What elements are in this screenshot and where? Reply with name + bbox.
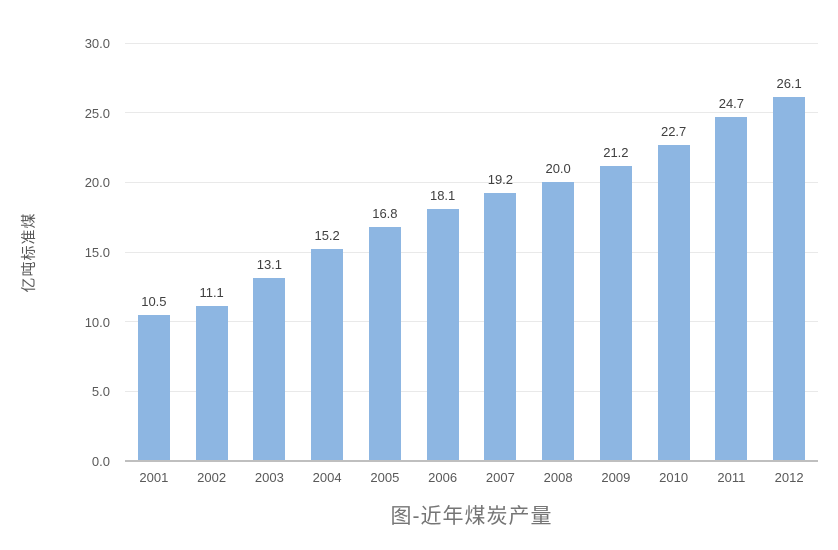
- gridline: [125, 251, 818, 253]
- x-tick-label: 2007: [485, 470, 515, 485]
- chart-title: 图-近年煤炭产量: [390, 505, 553, 528]
- gridline: [125, 112, 818, 114]
- bar-value-label: 22.7: [660, 123, 687, 139]
- bar: [426, 208, 459, 461]
- bar-value-label: 16.8: [372, 205, 398, 221]
- x-tick-label: 2003: [254, 470, 284, 485]
- bar: [542, 182, 575, 461]
- y-tick-label: 15.0: [84, 245, 110, 260]
- gridline: [125, 181, 818, 183]
- bar-value-label: 20.0: [545, 161, 571, 177]
- bar: [599, 165, 632, 461]
- bar: [195, 306, 228, 461]
- bar-value-label: 15.2: [314, 228, 340, 244]
- y-tick-label: 10.0: [84, 314, 110, 330]
- bar: [368, 226, 401, 461]
- bar-value-label: 19.2: [487, 172, 514, 188]
- plot-area: 10.5 11.1 13.1 15.2 16.8 18.1 19.2 20.0 21.2 22.7…: [125, 42, 818, 461]
- x-tick-label: 2010: [659, 470, 689, 485]
- y-tick-label: 30.0: [84, 36, 110, 51]
- x-axis-line: [125, 460, 818, 462]
- x-tick-label: 2004: [312, 470, 342, 485]
- bar-value-label: 26.1: [776, 76, 802, 92]
- x-tick-label: 2001: [139, 470, 169, 485]
- bar: [253, 278, 286, 461]
- y-tick-label: 5.0: [91, 384, 110, 400]
- x-tick-label: 2002: [197, 470, 227, 485]
- bar: [715, 116, 748, 461]
- bar: [484, 193, 517, 461]
- bar: [137, 314, 170, 461]
- gridline: [125, 321, 818, 323]
- x-tick-label: 2006: [428, 470, 458, 485]
- y-axis-title: 亿吨标准煤: [20, 212, 38, 293]
- bar-value-label: 13.1: [256, 257, 283, 273]
- bar-value-label: 21.2: [603, 144, 629, 160]
- gridline: [125, 42, 818, 44]
- bar-value-label: 24.7: [718, 95, 745, 111]
- bar: [773, 97, 806, 461]
- y-tick-label: 20.0: [84, 175, 110, 191]
- y-tick-label: 0.0: [91, 454, 110, 469]
- y-tick-label: 25.0: [84, 105, 110, 121]
- bar: [657, 144, 690, 461]
- gridline: [125, 390, 818, 392]
- bar-value-label: 11.1: [199, 285, 224, 301]
- x-tick-label: 2008: [543, 470, 573, 485]
- x-tick-label: 2005: [370, 470, 400, 485]
- bar-value-label: 18.1: [429, 187, 456, 203]
- x-tick-label: 2012: [774, 470, 804, 485]
- bar: [311, 249, 344, 461]
- x-tick-label: 2009: [601, 470, 631, 485]
- bar-value-label: 10.5: [141, 293, 167, 309]
- x-tick-label: 2011: [717, 470, 746, 485]
